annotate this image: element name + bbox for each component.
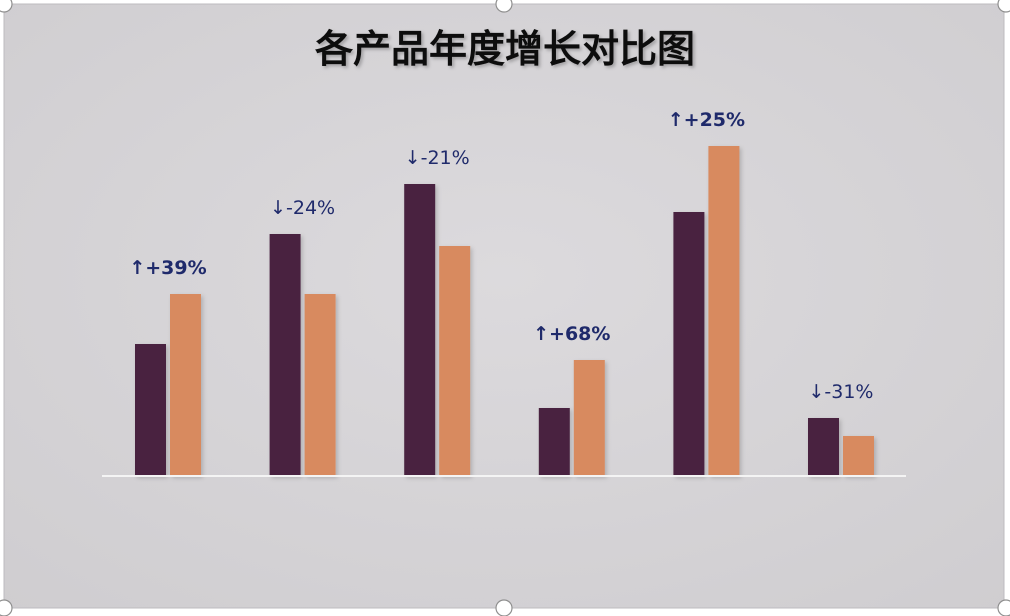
bar-series-1-group-4: [538, 408, 570, 476]
resize-handle-bottom-center[interactable]: [495, 599, 513, 616]
bars-group: [135, 146, 874, 476]
bar-series-2-group-6: [843, 436, 874, 476]
resize-handle-top-left[interactable]: [0, 0, 13, 13]
change-labels-group: ↑+39% ↓-24% ↓-21% ↑+68% ↑+25% ↓-31%: [129, 109, 873, 403]
change-label-group-4: ↑+68%: [533, 323, 610, 345]
change-label-group-6: ↓-31%: [808, 381, 873, 403]
change-label-group-5: ↑+25%: [668, 109, 745, 131]
bar-series-1-group-1: [135, 344, 166, 476]
bar-series-2-group-2: [304, 294, 336, 476]
bar-series-1-group-3: [404, 184, 436, 476]
resize-handle-bottom-left[interactable]: [0, 599, 13, 616]
bar-series-2-group-3: [439, 246, 471, 476]
bar-series-2-group-1: [170, 294, 201, 476]
chart-title: 各产品年度增长对比图: [315, 27, 695, 71]
resize-handle-bottom-right[interactable]: [997, 599, 1010, 616]
change-label-group-3: ↓-21%: [405, 147, 470, 169]
resize-handle-top-center[interactable]: [495, 0, 513, 13]
bar-series-1-group-2: [269, 234, 301, 476]
bar-series-1-group-5: [673, 212, 705, 476]
bar-series-2-group-5: [708, 146, 740, 476]
change-label-group-1: ↑+39%: [129, 257, 206, 279]
chart-background: [3, 3, 1005, 609]
bar-series-2-group-4: [573, 360, 605, 476]
bar-series-1-group-6: [808, 418, 839, 476]
change-label-group-2: ↓-24%: [270, 197, 335, 219]
resize-handle-top-right[interactable]: [997, 0, 1010, 13]
